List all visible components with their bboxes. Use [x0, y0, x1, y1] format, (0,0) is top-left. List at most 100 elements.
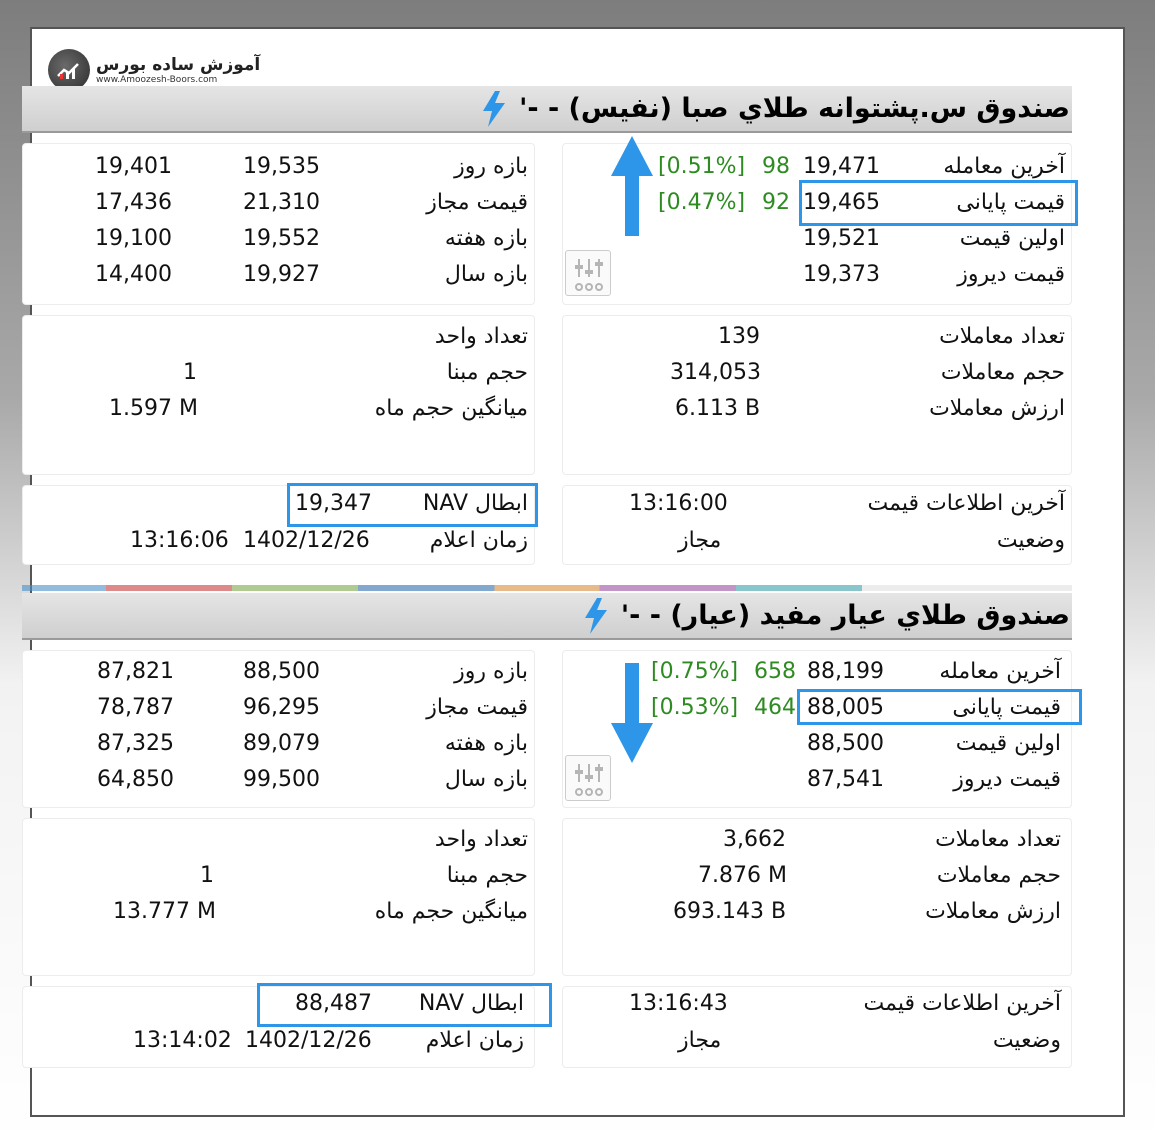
color-stripe [22, 585, 1072, 591]
announce-label: زمان اعلام [425, 1028, 524, 1053]
fund-title: صندوق س.پشتوانه طلاي صبا (نفيس) - -' [519, 93, 1070, 124]
trade-count-value: 139 [718, 324, 760, 349]
range-day-low: 19,401 [95, 154, 172, 179]
range-allowed-label: قیمت مجاز [426, 190, 528, 215]
status-label: وضعیت [992, 1028, 1061, 1053]
first-price-label: اولین قیمت [959, 226, 1065, 251]
last-info-label: آخرین اطلاعات قیمت [867, 491, 1065, 516]
range-allowed-low: 78,787 [97, 695, 174, 720]
yesterday-price-value: 19,373 [803, 262, 880, 287]
ranges-box: بازه روز 19,535 19,401 قیمت مجاز 21,310 … [22, 143, 535, 305]
last-info-label: آخرین اطلاعات قیمت [863, 991, 1061, 1016]
trade-count-value: 3,662 [723, 827, 786, 852]
closing-price-pct: [0.53%] [651, 695, 739, 720]
range-year-high: 99,500 [243, 767, 320, 792]
units-box: تعداد واحد حجم مبنا 1 میانگین حجم ماه 13… [22, 818, 535, 976]
range-allowed-high: 21,310 [243, 190, 320, 215]
range-day-label: بازه روز [454, 659, 528, 684]
fund-title-bar: صندوق س.پشتوانه طلاي صبا (نفيس) - -' [22, 86, 1072, 133]
equalizer-icon[interactable] [565, 755, 611, 801]
base-volume-label: حجم مبنا [446, 360, 528, 385]
base-volume-label: حجم مبنا [446, 863, 528, 888]
closing-price-pct: [0.47%] [658, 190, 746, 215]
range-week-low: 87,325 [97, 731, 174, 756]
trade-count-label: تعداد معاملات [935, 827, 1061, 852]
range-year-high: 19,927 [243, 262, 320, 287]
closing-price-change: 464 [754, 695, 796, 720]
units-label: تعداد واحد [434, 324, 528, 349]
closing-price-value: 88,005 [807, 695, 884, 720]
trade-volume-label: حجم معاملات [940, 360, 1065, 385]
yesterday-price-value: 87,541 [807, 767, 884, 792]
last-trade-value: 88,199 [807, 659, 884, 684]
price-box: آخرین معامله 88,199 658 [0.75%] قیمت پای… [562, 650, 1082, 808]
units-label: تعداد واحد [434, 827, 528, 852]
last-trade-label: آخرین معامله [939, 659, 1061, 684]
range-day-high: 88,500 [243, 659, 320, 684]
closing-price-value: 19,465 [803, 190, 880, 215]
last-trade-pct: [0.75%] [651, 659, 739, 684]
trade-value-value: 693.143 B [673, 899, 787, 924]
last-trade-value: 19,471 [803, 154, 880, 179]
status-value: مجاز [678, 1028, 722, 1053]
trades-box: تعداد معاملات 139 حجم معاملات 314,053 ار… [562, 315, 1072, 475]
last-info-value: 13:16:00 [629, 491, 728, 516]
trades-box: تعداد معاملات 3,662 حجم معاملات 7.876 M … [562, 818, 1072, 976]
base-volume-value: 1 [183, 360, 197, 385]
lightning-icon[interactable] [583, 597, 609, 634]
lightning-icon[interactable] [481, 90, 507, 127]
range-week-label: بازه هفته [444, 731, 528, 756]
range-allowed-label: قیمت مجاز [426, 695, 528, 720]
base-volume-value: 1 [200, 863, 214, 888]
globe-icon [48, 49, 90, 91]
nav-highlight [257, 983, 552, 1027]
nav-label: NAV ابطال [422, 491, 528, 516]
yesterday-price-label: قیمت دیروز [957, 262, 1065, 287]
price-box: آخرین معامله 19,471 98 [0.51%] قیمت پایا… [562, 136, 1078, 305]
arrow-up-icon [611, 136, 653, 236]
closing-price-label: قیمت پایانی [952, 695, 1061, 720]
avg-volume-value: 13.777 M [113, 899, 216, 924]
closing-price-highlight [799, 180, 1078, 226]
range-day-low: 87,821 [97, 659, 174, 684]
nav-label: NAV ابطال [418, 991, 524, 1016]
range-week-low: 19,100 [95, 226, 172, 251]
announce-label: زمان اعلام [429, 528, 528, 553]
announce-time: 13:16:06 [130, 528, 229, 553]
trade-value-label: ارزش معاملات [929, 396, 1065, 421]
closing-price-highlight [797, 689, 1082, 725]
fund-panel: صندوق طلاي عيار مفيد (عيار) - -' بازه رو… [22, 593, 1082, 1068]
equalizer-icon[interactable] [565, 250, 611, 296]
last-trade-change: 98 [762, 154, 790, 179]
first-price-value: 19,521 [803, 226, 880, 251]
avg-volume-label: میانگین حجم ماه [374, 899, 528, 924]
brand-logo: آموزش ساده بورس www.Amoozesh-Boors.com [48, 49, 260, 91]
brand-url: www.Amoozesh-Boors.com [96, 75, 218, 85]
range-day-high: 19,535 [243, 154, 320, 179]
range-day-label: بازه روز [454, 154, 528, 179]
arrow-down-icon [611, 663, 653, 763]
brand-name: آموزش ساده بورس [96, 55, 261, 75]
announce-time: 13:14:02 [133, 1028, 232, 1053]
last-trade-pct: [0.51%] [658, 154, 746, 179]
ranges-box: بازه روز 88,500 87,821 قیمت مجاز 96,295 … [22, 650, 535, 808]
nav-highlight [287, 483, 538, 527]
avg-volume-value: 1.597 M [109, 396, 198, 421]
range-allowed-high: 96,295 [243, 695, 320, 720]
first-price-value: 88,500 [807, 731, 884, 756]
status-label: وضعیت [996, 528, 1065, 553]
nav-value: 88,487 [295, 991, 372, 1016]
range-week-high: 19,552 [243, 226, 320, 251]
fund-panel: صندوق س.پشتوانه طلاي صبا (نفيس) - -' باز… [22, 86, 1078, 565]
last-info-value: 13:16:43 [629, 991, 728, 1016]
range-week-label: بازه هفته [444, 226, 528, 251]
last-trade-label: آخرین معامله [943, 154, 1065, 179]
nav-box: NAV ابطال 88,487 زمان اعلام 1402/12/26 1… [22, 983, 552, 1068]
closing-price-change: 92 [762, 190, 790, 215]
nav-box: NAV ابطال 19,347 زمان اعلام 1402/12/26 1… [22, 483, 538, 565]
range-year-label: بازه سال [444, 767, 528, 792]
closing-price-label: قیمت پایانی [956, 190, 1065, 215]
nav-value: 19,347 [295, 491, 372, 516]
range-year-label: بازه سال [444, 262, 528, 287]
trade-value-value: 6.113 B [675, 396, 761, 421]
